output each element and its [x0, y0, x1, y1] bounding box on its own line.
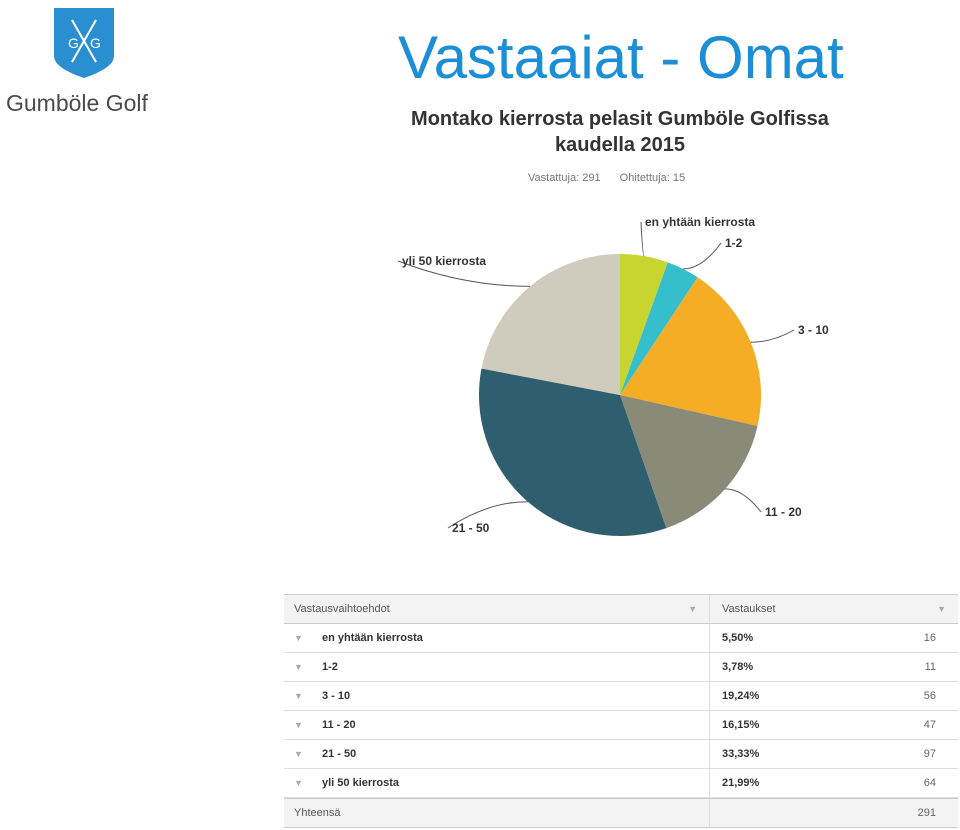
- answer-percent: 5,50%: [722, 632, 754, 644]
- chart-meta: Vastattuja: 291 Ohitettuja: 15: [528, 172, 701, 184]
- pie-slice: [481, 254, 620, 395]
- answer-column-header: Vastausvaihtoehdot: [294, 603, 390, 615]
- results-table: Vastausvaihtoehdot ▼ Vastaukset ▼ ▼ en yh…: [284, 594, 958, 828]
- golf-shield-icon: G G: [54, 8, 114, 78]
- table-row: ▼ en yhtään kierrosta 5,50% 16: [284, 624, 958, 653]
- pie-slice-label: 3 - 10: [798, 323, 829, 337]
- table-row: ▼ yli 50 kierrosta 21,99% 64: [284, 769, 958, 798]
- pie-leader-line: [447, 501, 528, 529]
- pie-slice-label: 11 - 20: [765, 505, 802, 519]
- responses-column-header: Vastaukset: [722, 603, 776, 615]
- pie-slice: [620, 395, 758, 529]
- pie-leader-line: [640, 221, 645, 257]
- pie-slice-label: yli 50 kierrosta: [402, 254, 486, 268]
- logo-initial-left: G: [68, 35, 79, 51]
- pie-leader-line: [750, 329, 795, 343]
- total-label: Yhteensä: [294, 807, 341, 819]
- expand-caret-icon[interactable]: ▼: [294, 778, 303, 788]
- answer-label: 1-2: [322, 661, 338, 673]
- table-header: Vastausvaihtoehdot ▼ Vastaukset ▼: [284, 594, 958, 624]
- table-row: ▼ 3 - 10 19,24% 56: [284, 682, 958, 711]
- pie-leader-line: [397, 260, 531, 287]
- pie-slice: [620, 277, 761, 426]
- pie-chart: en yhtään kierrosta 1-2 3 - 10 11 - 20 21 - …: [397, 215, 829, 536]
- sort-caret-icon[interactable]: ▼: [937, 604, 946, 614]
- expand-caret-icon[interactable]: ▼: [294, 691, 303, 701]
- skipped-count: Ohitettuja: 15: [619, 172, 686, 184]
- table-row: ▼ 21 - 50 33,33% 97: [284, 740, 958, 769]
- answer-count: 11: [924, 661, 936, 673]
- pie-slice: [620, 262, 698, 395]
- expand-caret-icon[interactable]: ▼: [294, 720, 303, 730]
- answer-percent: 33,33%: [722, 748, 760, 760]
- pie-slice: [620, 254, 668, 395]
- pie-leader-line: [683, 242, 722, 270]
- answer-percent: 16,15%: [722, 719, 760, 731]
- expand-caret-icon[interactable]: ▼: [294, 749, 303, 759]
- answer-percent: 19,24%: [722, 690, 760, 702]
- answer-label: 21 - 50: [322, 748, 357, 760]
- table-footer: Yhteensä 291: [284, 798, 958, 828]
- logo-initial-right: G: [90, 35, 101, 51]
- gumbole-golf-logo: G G Gumböle Golf: [6, 6, 156, 116]
- expand-caret-icon[interactable]: ▼: [294, 662, 303, 672]
- pie-slice-label: en yhtään kierrosta: [645, 215, 755, 229]
- answer-count: 97: [923, 748, 936, 760]
- answer-percent: 3,78%: [722, 661, 754, 673]
- answered-count: Vastattuja: 291: [528, 172, 601, 184]
- sort-caret-icon[interactable]: ▼: [688, 604, 697, 614]
- expand-caret-icon[interactable]: ▼: [294, 633, 303, 643]
- chart-title: Montako kierrosta pelasit Gumböle Golfis…: [411, 108, 829, 156]
- answer-label: 11 - 20: [322, 719, 356, 731]
- answer-label: en yhtään kierrosta: [322, 632, 423, 644]
- answer-count: 64: [923, 777, 936, 789]
- pie-slice: [479, 368, 667, 536]
- slide-title: Vastaaiat - Omat: [398, 24, 844, 91]
- pie-slice-label: 1-2: [725, 236, 743, 250]
- total-value: 291: [917, 807, 936, 819]
- pie-leader-line: [725, 488, 762, 513]
- answer-count: 47: [923, 719, 936, 731]
- answer-label: 3 - 10: [322, 690, 351, 702]
- answer-count: 16: [923, 632, 936, 644]
- table-row: ▼ 11 - 20 16,15% 47: [284, 711, 958, 740]
- logo-name: Gumböle Golf: [6, 90, 148, 116]
- answer-count: 56: [923, 690, 936, 702]
- answer-label: yli 50 kierrosta: [322, 777, 400, 789]
- pie-slice-label: 21 - 50: [452, 521, 490, 535]
- answer-percent: 21,99%: [722, 777, 760, 789]
- table-row: ▼ 1-2 3,78% 11: [284, 653, 958, 682]
